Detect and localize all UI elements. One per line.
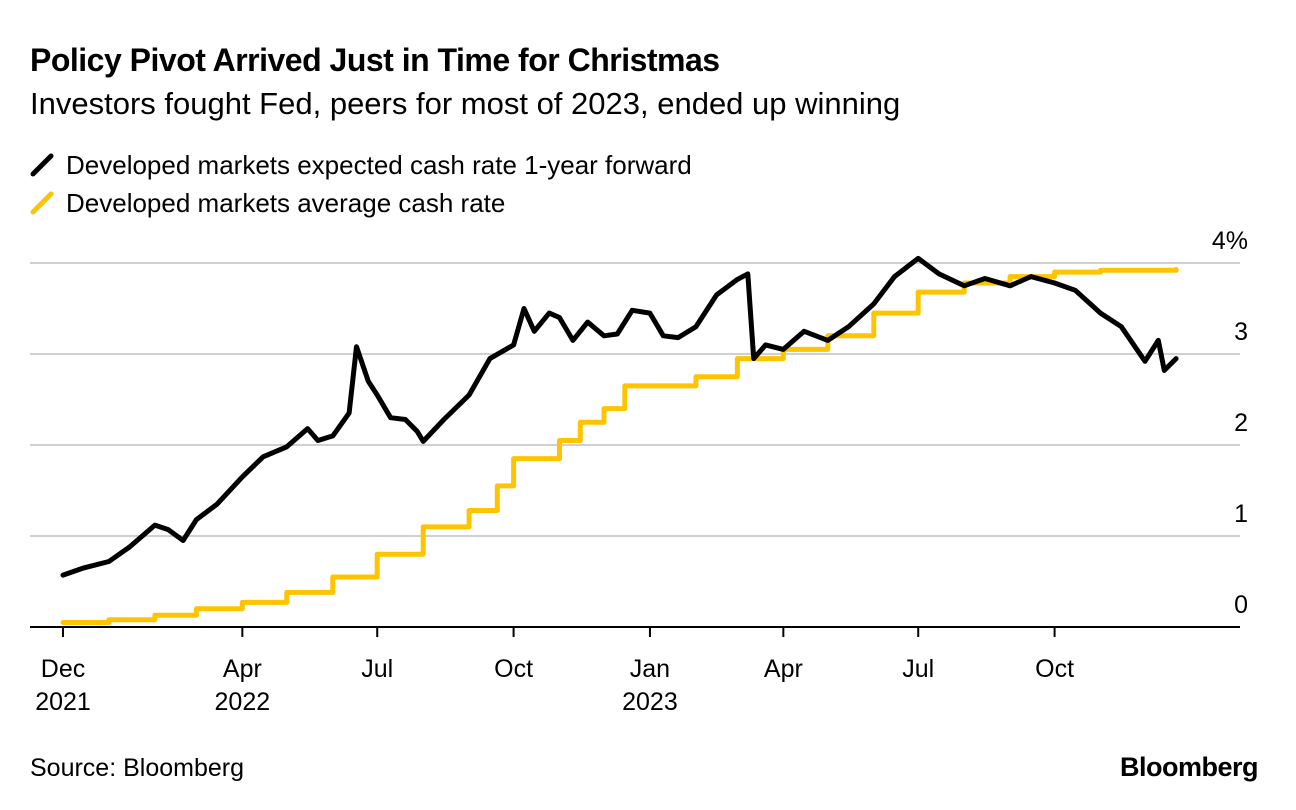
y-tick-label-0: 0 xyxy=(1234,591,1248,619)
y-tick-label-3: 3 xyxy=(1234,318,1248,346)
series-line-average-cash-rate xyxy=(60,266,1179,625)
x-tick-year-1: 2022 xyxy=(215,688,271,716)
x-tick-year-4: 2023 xyxy=(622,688,678,716)
legend-item-forward: Developed markets expected cash rate 1-y… xyxy=(30,146,692,184)
source-note: Source: Bloomberg xyxy=(30,754,245,782)
legend-swatch-average xyxy=(30,191,54,215)
bloomberg-logo: Bloomberg xyxy=(1119,752,1259,782)
x-tick-label-1: Apr xyxy=(223,655,262,683)
legend-swatch-forward xyxy=(30,153,54,177)
y-tick-label-2: 2 xyxy=(1234,409,1248,437)
x-tick-year-0: 2021 xyxy=(35,688,91,716)
legend-label-forward: Developed markets expected cash rate 1-y… xyxy=(66,149,692,180)
legend-item-average: Developed markets average cash rate xyxy=(30,184,692,222)
y-tick-label-4: 4% xyxy=(1212,227,1248,255)
legend-label-average: Developed markets average cash rate xyxy=(66,187,506,218)
x-tick-label-2: Jul xyxy=(361,655,393,683)
series-line-expected-cash-rate xyxy=(60,255,1179,578)
x-tick-label-0: Dec xyxy=(41,655,85,683)
x-tick-label-4: Jan xyxy=(630,655,670,683)
x-tick-label-3: Oct xyxy=(494,655,533,683)
y-tick-label-1: 1 xyxy=(1234,500,1248,528)
chart-subtitle: Investors fought Fed, peers for most of … xyxy=(30,86,901,121)
x-tick-label-5: Apr xyxy=(764,655,803,683)
x-tick-label-7: Oct xyxy=(1035,655,1074,683)
x-tick-label-6: Jul xyxy=(902,655,934,683)
chart-title: Policy Pivot Arrived Just in Time for Ch… xyxy=(30,42,720,78)
legend: Developed markets expected cash rate 1-y… xyxy=(30,146,692,222)
